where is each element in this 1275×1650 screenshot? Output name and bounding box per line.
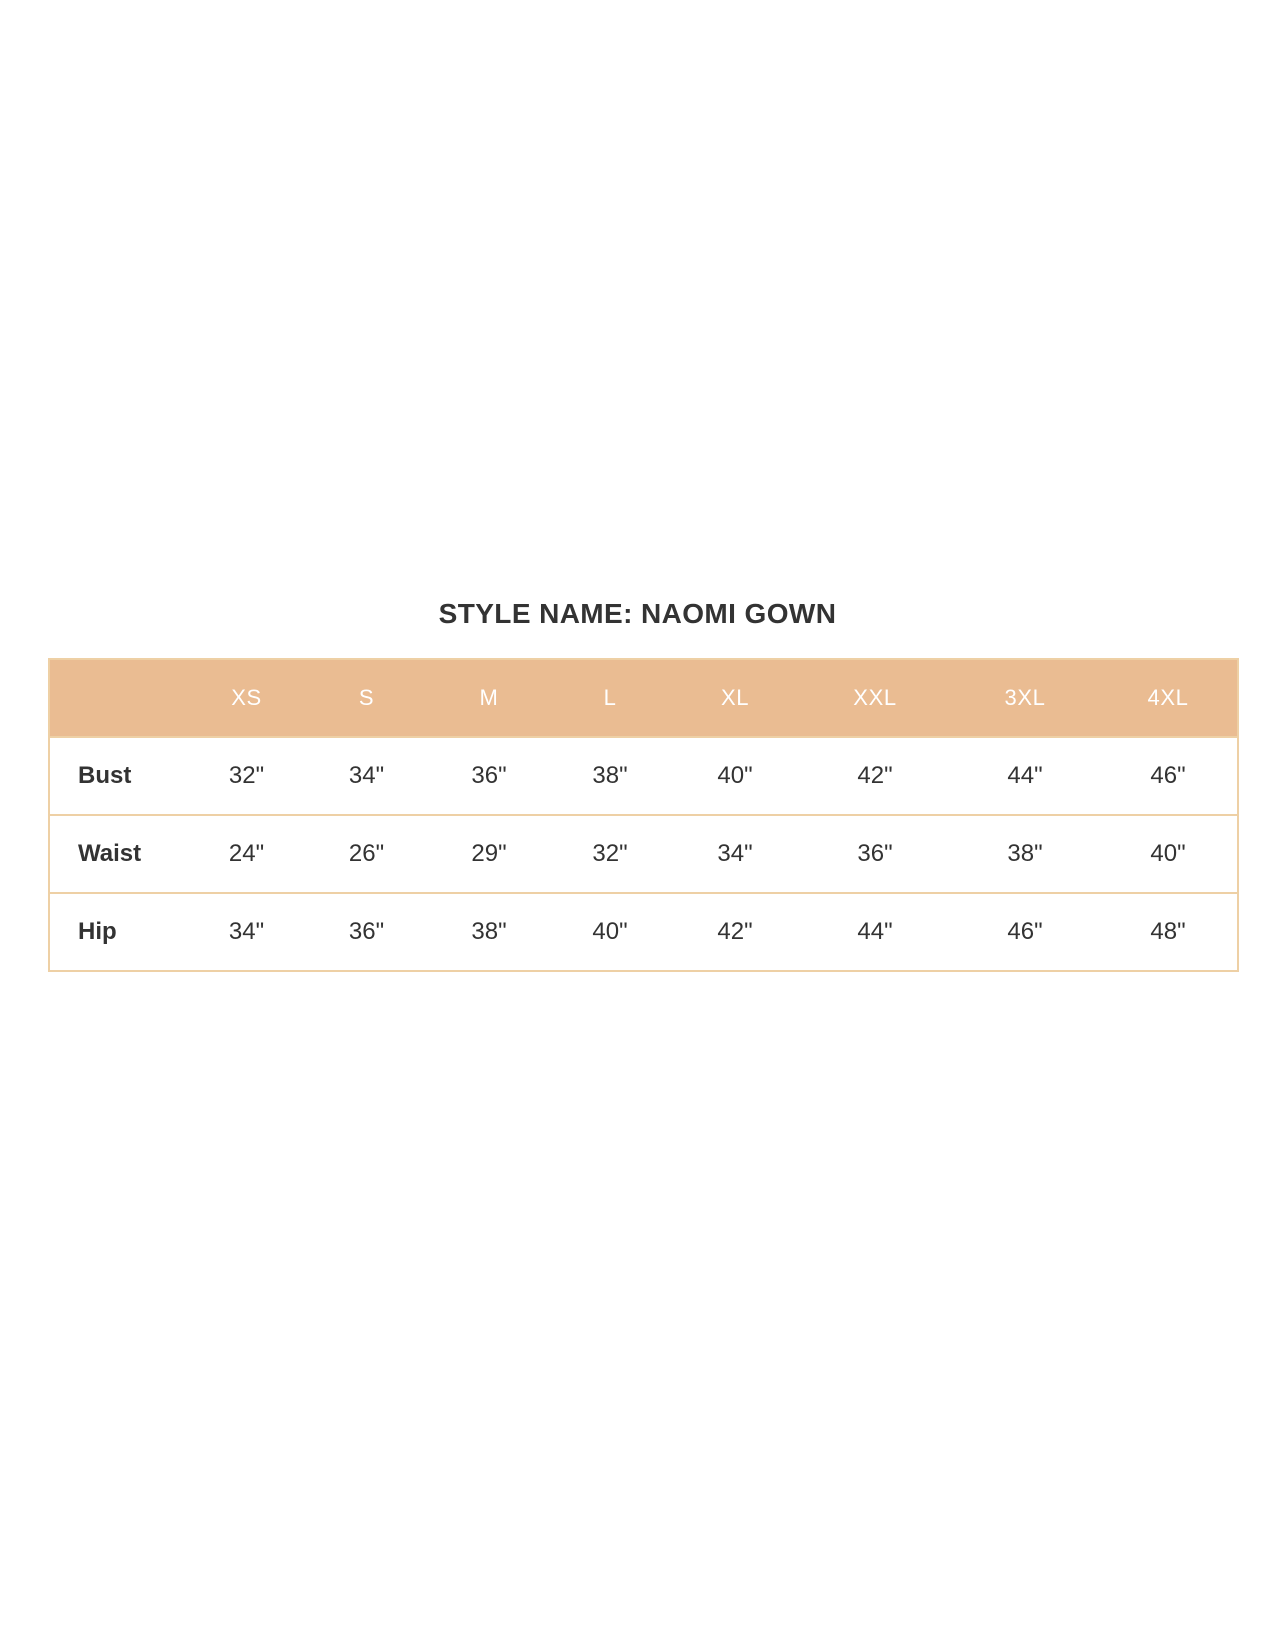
size-value-cell: 32" xyxy=(592,839,628,867)
size-value-cell: 24" xyxy=(228,839,265,867)
size-value-cell: 36" xyxy=(471,761,507,789)
size-col-header-3xl: 3XL xyxy=(1004,684,1046,710)
size-chart-page: STYLE NAME: NAOMI GOWN XS S M L XL XXL 3… xyxy=(48,598,1239,972)
size-value-cell: 40" xyxy=(1150,839,1186,867)
size-value-cell: 42" xyxy=(857,761,893,789)
size-chart-header-row: XS S M L XL XXL 3XL 4XL xyxy=(49,658,1238,737)
size-value-cell: 38" xyxy=(471,917,507,945)
size-value-cell: 40" xyxy=(717,761,753,789)
size-value-cell: 38" xyxy=(592,761,628,789)
size-value-cell: 42" xyxy=(717,917,753,945)
size-value-cell: 34" xyxy=(348,761,385,789)
size-value-cell: 36" xyxy=(348,917,385,945)
size-value-cell: 32" xyxy=(228,761,265,789)
size-value-cell: 48" xyxy=(1150,917,1186,945)
size-value-cell: 29" xyxy=(471,839,507,867)
size-value-cell: 46" xyxy=(1007,917,1043,945)
size-value-cell: 44" xyxy=(857,917,893,945)
table-row-hip: Hip 34" 36" 38" 40" 42" 44" 46" 48" xyxy=(49,892,1238,971)
size-col-header-s: S xyxy=(358,684,375,710)
size-chart-table: XS S M L XL XXL 3XL 4XL Bust 32" 34" 36"… xyxy=(48,657,1239,972)
size-value-cell: 36" xyxy=(857,839,893,867)
measurement-row-label: Hip xyxy=(78,917,117,945)
size-value-cell: 34" xyxy=(717,839,753,867)
size-col-header-4xl: 4XL xyxy=(1147,684,1189,710)
size-col-header-xl: XL xyxy=(720,684,750,710)
size-col-header-l: L xyxy=(603,684,617,710)
corner-cell xyxy=(49,659,189,737)
size-value-cell: 44" xyxy=(1007,761,1043,789)
size-col-header-xxl: XXL xyxy=(853,684,897,710)
measurement-row-label: Waist xyxy=(78,839,142,867)
size-col-header-xs: XS xyxy=(231,684,262,710)
table-row-bust: Bust 32" 34" 36" 38" 40" 42" 44" 46" xyxy=(49,736,1238,815)
size-value-cell: 26" xyxy=(348,839,385,867)
measurement-row-label: Bust xyxy=(78,761,132,789)
size-value-cell: 46" xyxy=(1150,761,1186,789)
size-col-header-m: M xyxy=(479,684,499,710)
size-value-cell: 40" xyxy=(592,917,628,945)
size-value-cell: 38" xyxy=(1007,839,1043,867)
size-value-cell: 34" xyxy=(228,917,265,945)
page-title: STYLE NAME: NAOMI GOWN xyxy=(438,598,837,629)
table-row-waist: Waist 24" 26" 29" 32" 34" 36" 38" 40" xyxy=(49,814,1238,893)
